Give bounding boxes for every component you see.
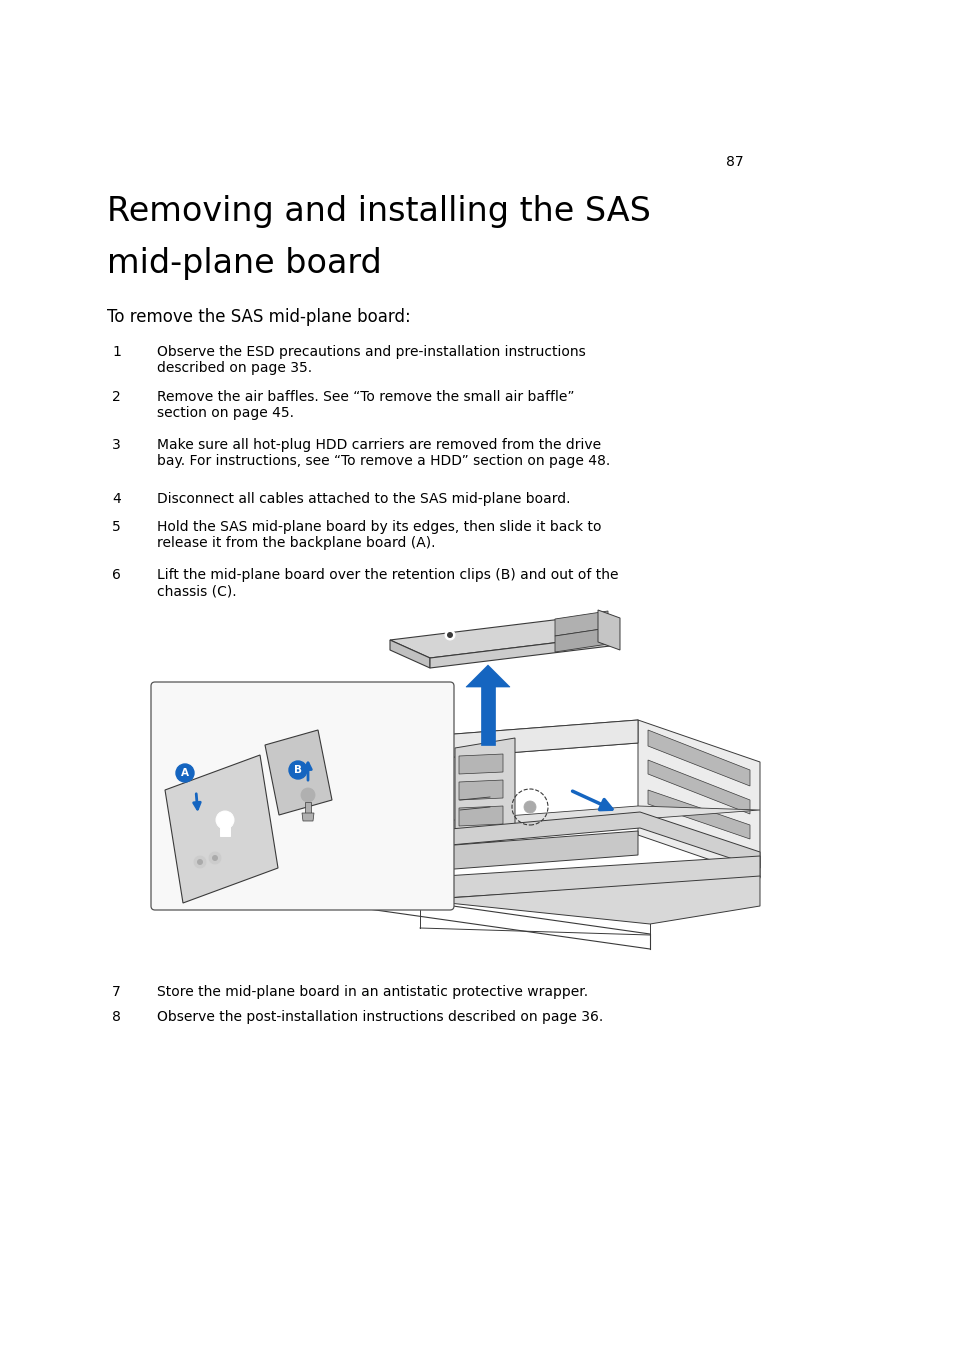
Polygon shape [458,780,502,800]
Text: 8: 8 [112,1011,121,1024]
Polygon shape [458,754,502,774]
Circle shape [175,765,193,782]
Polygon shape [350,847,395,875]
FancyBboxPatch shape [151,682,454,911]
Text: 2: 2 [112,390,121,404]
Polygon shape [390,617,609,658]
Polygon shape [647,790,749,839]
Text: 7: 7 [112,985,121,998]
Text: Observe the post-installation instructions described on page 36.: Observe the post-installation instructio… [157,1011,602,1024]
Text: Lift the mid-plane board over the retention clips (B) and out of the
chassis (C): Lift the mid-plane board over the retent… [157,567,618,598]
Polygon shape [647,761,749,815]
Polygon shape [598,611,619,650]
Polygon shape [284,747,406,838]
Polygon shape [284,720,638,770]
Polygon shape [555,628,607,653]
Text: Disconnect all cables attached to the SAS mid-plane board.: Disconnect all cables attached to the SA… [157,492,570,507]
Text: 5: 5 [112,520,121,534]
Text: Hold the SAS mid-plane board by its edges, then slide it back to
release it from: Hold the SAS mid-plane board by its edge… [157,520,601,550]
Text: Removing and installing the SAS: Removing and installing the SAS [107,195,650,228]
Text: Observe the ESD precautions and pre-installation instructions
described on page : Observe the ESD precautions and pre-inst… [157,345,585,376]
Circle shape [212,855,218,861]
Text: 87: 87 [725,155,742,169]
Polygon shape [419,875,760,924]
Polygon shape [284,720,638,770]
Polygon shape [465,665,510,688]
Polygon shape [165,755,277,902]
Circle shape [523,801,536,813]
Polygon shape [455,738,515,848]
Text: Store the mid-plane board in an antistatic protective wrapper.: Store the mid-plane board in an antistat… [157,985,587,998]
Polygon shape [555,611,607,636]
Polygon shape [638,720,760,877]
Polygon shape [265,730,332,815]
Text: mid-plane board: mid-plane board [107,247,381,280]
Text: Remove the air baffles. See “To remove the small air baffle”
section on page 45.: Remove the air baffles. See “To remove t… [157,390,574,420]
Polygon shape [284,831,638,882]
Polygon shape [458,807,502,825]
Circle shape [193,857,206,867]
Text: 6: 6 [112,567,121,582]
Text: 4: 4 [112,492,121,507]
Text: 3: 3 [112,438,121,453]
Polygon shape [350,812,760,867]
Text: A: A [181,767,189,778]
Text: Make sure all hot-plug HDD carriers are removed from the drive
bay. For instruct: Make sure all hot-plug HDD carriers are … [157,438,610,469]
Circle shape [447,632,453,638]
Polygon shape [647,730,749,786]
Polygon shape [350,857,760,904]
Bar [220,825,230,836]
Circle shape [289,761,307,780]
Circle shape [301,788,314,802]
Polygon shape [430,636,609,667]
Circle shape [444,630,455,640]
Polygon shape [390,640,430,667]
Polygon shape [284,807,760,838]
Text: To remove the SAS mid-plane board:: To remove the SAS mid-plane board: [107,308,411,326]
Polygon shape [302,813,314,821]
Circle shape [215,811,233,830]
Polygon shape [305,802,311,813]
Circle shape [209,852,221,865]
Text: 1: 1 [112,345,121,359]
Polygon shape [480,685,495,744]
Circle shape [196,859,203,865]
Text: B: B [294,765,302,775]
